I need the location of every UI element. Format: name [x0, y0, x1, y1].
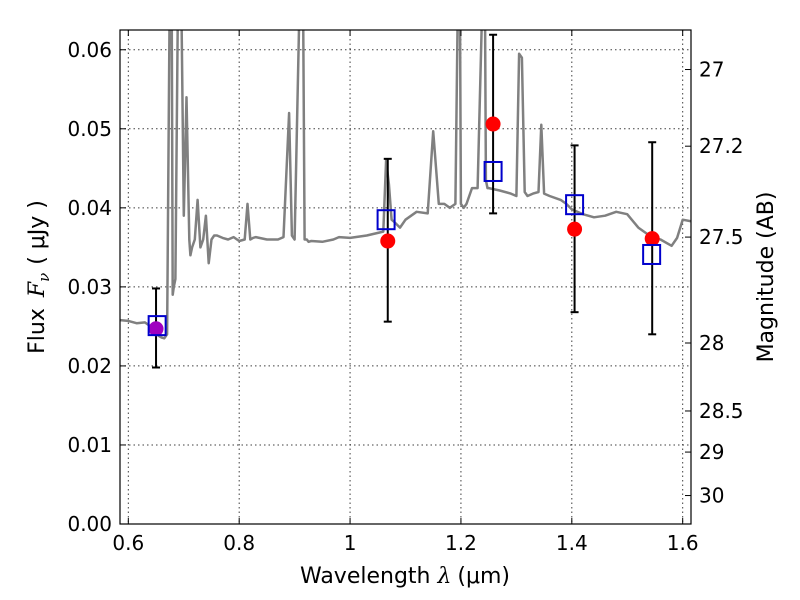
observed-point	[148, 321, 164, 337]
plot-frame	[119, 29, 692, 525]
observed-point	[485, 116, 501, 132]
y2-tick-label: 28	[699, 331, 724, 355]
observed-point	[380, 233, 396, 249]
y-tick-label: 0.04	[67, 196, 112, 220]
y2-axis: 27 27.2 27.5 28 28.5 29 30	[685, 58, 744, 508]
synthetic-point	[376, 209, 396, 231]
y2-tick-label: 27.2	[699, 134, 744, 158]
x-axis: 0.6 0.8 1 1.2 1.4 1.6	[112, 30, 699, 555]
x-tick-label: 0.8	[223, 531, 255, 555]
series-layer	[120, 30, 691, 369]
y-axis-label: Flux Fν( μJy )	[25, 200, 53, 354]
observed-point	[567, 221, 583, 237]
synthetic-point	[565, 194, 585, 216]
y-tick-label: 0.05	[67, 117, 112, 141]
synthetic-point	[147, 315, 167, 337]
x-axis-label: Wavelength λ (μm)	[300, 564, 510, 589]
y2-tick-label: 30	[699, 484, 724, 508]
y2-tick-label: 28.5	[699, 399, 744, 423]
y-tick-label: 0.00	[67, 512, 112, 536]
y-axis: 0.00 0.01 0.02 0.03 0.04 0.05 0.06	[67, 38, 126, 536]
y2-tick-label: 27.5	[699, 225, 744, 249]
x-tick-label: 1.6	[667, 531, 699, 555]
y2-axis-label: Magnitude (AB)	[754, 192, 779, 363]
y-tick-label: 0.06	[67, 38, 112, 62]
y-tick-label: 0.02	[67, 354, 112, 378]
observed-point	[644, 231, 660, 247]
x-tick-label: 1.2	[445, 531, 477, 555]
x-tick-label: 1	[344, 531, 357, 555]
y-tick-label: 0.03	[67, 275, 112, 299]
y2-tick-label: 27	[699, 58, 724, 82]
y-tick-label: 0.01	[67, 433, 112, 457]
y2-tick-label: 29	[699, 440, 724, 464]
x-tick-label: 0.6	[112, 531, 144, 555]
synthetic-point	[483, 160, 503, 182]
plot-background	[120, 30, 691, 524]
synthetic-point	[642, 243, 662, 265]
x-tick-label: 1.4	[556, 531, 588, 555]
model-spectrum-line	[120, 30, 691, 340]
